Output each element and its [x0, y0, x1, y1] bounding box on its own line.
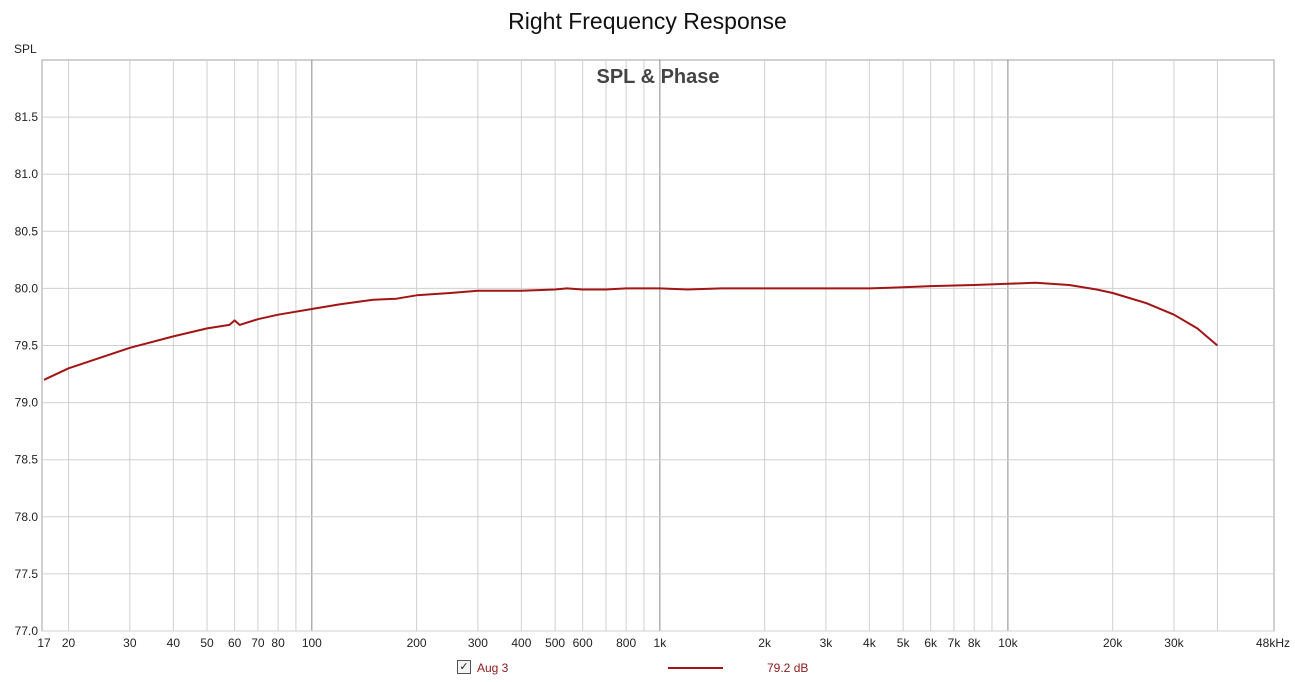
y-tick-label: 80.0	[15, 281, 39, 295]
x-tick-labels: 17 20 30 40 50 60 70 80 100 200 300 400 500 600 800 1k 2…	[37, 636, 1290, 650]
page-title: Right Frequency Response	[508, 8, 787, 34]
y-tick-label: 77.5	[15, 567, 39, 581]
x-tick-label: 17	[37, 636, 51, 650]
x-tick-label: 8k	[968, 636, 982, 650]
x-tick-label: 5k	[897, 636, 911, 650]
y-axis-unit-label: SPL	[14, 42, 37, 56]
x-tick-label: 600	[573, 636, 593, 650]
chart-title: SPL & Phase	[596, 66, 719, 88]
x-tick-label: 50	[200, 636, 214, 650]
x-tick-label: 40	[167, 636, 181, 650]
x-tick-label: 10k	[998, 636, 1018, 650]
x-tick-label: 6k	[924, 636, 938, 650]
x-tick-label: 48kHz	[1256, 636, 1290, 650]
x-tick-label: 4k	[863, 636, 877, 650]
y-tick-label: 81.5	[15, 110, 39, 124]
x-tick-label: 300	[468, 636, 488, 650]
series-layer	[43, 281, 1219, 381]
x-tick-label: 2k	[758, 636, 772, 650]
y-tick-label: 81.0	[15, 167, 39, 181]
x-tick-label: 70	[251, 636, 265, 650]
y-tick-labels: 77.0 77.5 78.0 78.5 79.0 79.5 80.0 80.5 81.0 81.5	[15, 110, 39, 638]
legend-series-name[interactable]: Aug 3	[477, 661, 509, 675]
x-tick-label: 20k	[1103, 636, 1123, 650]
x-tick-label: 100	[302, 636, 322, 650]
x-tick-label: 30k	[1164, 636, 1184, 650]
x-tick-label: 60	[228, 636, 242, 650]
x-tick-label: 1k	[654, 636, 668, 650]
legend-checkbox[interactable]: ✓	[457, 660, 471, 674]
y-tick-label: 77.0	[15, 624, 39, 638]
x-tick-label: 500	[545, 636, 565, 650]
x-tick-label: 3k	[820, 636, 834, 650]
y-tick-label: 80.5	[15, 224, 39, 238]
x-tick-label: 30	[123, 636, 137, 650]
y-tick-label: 79.5	[15, 339, 39, 353]
x-tick-label: 400	[511, 636, 531, 650]
x-tick-label: 800	[616, 636, 636, 650]
y-tick-label: 79.0	[15, 396, 39, 410]
x-tick-label: 80	[271, 636, 285, 650]
grid-layer	[42, 60, 1274, 632]
x-tick-label: 200	[407, 636, 427, 650]
legend-value: 79.2 dB	[767, 661, 809, 675]
x-tick-label: 20	[62, 636, 76, 650]
x-tick-label: 7k	[948, 636, 962, 650]
y-tick-label: 78.0	[15, 510, 39, 524]
series-line-aug-3	[43, 281, 1219, 381]
y-tick-label: 78.5	[15, 453, 39, 467]
legend-swatch	[668, 667, 723, 669]
